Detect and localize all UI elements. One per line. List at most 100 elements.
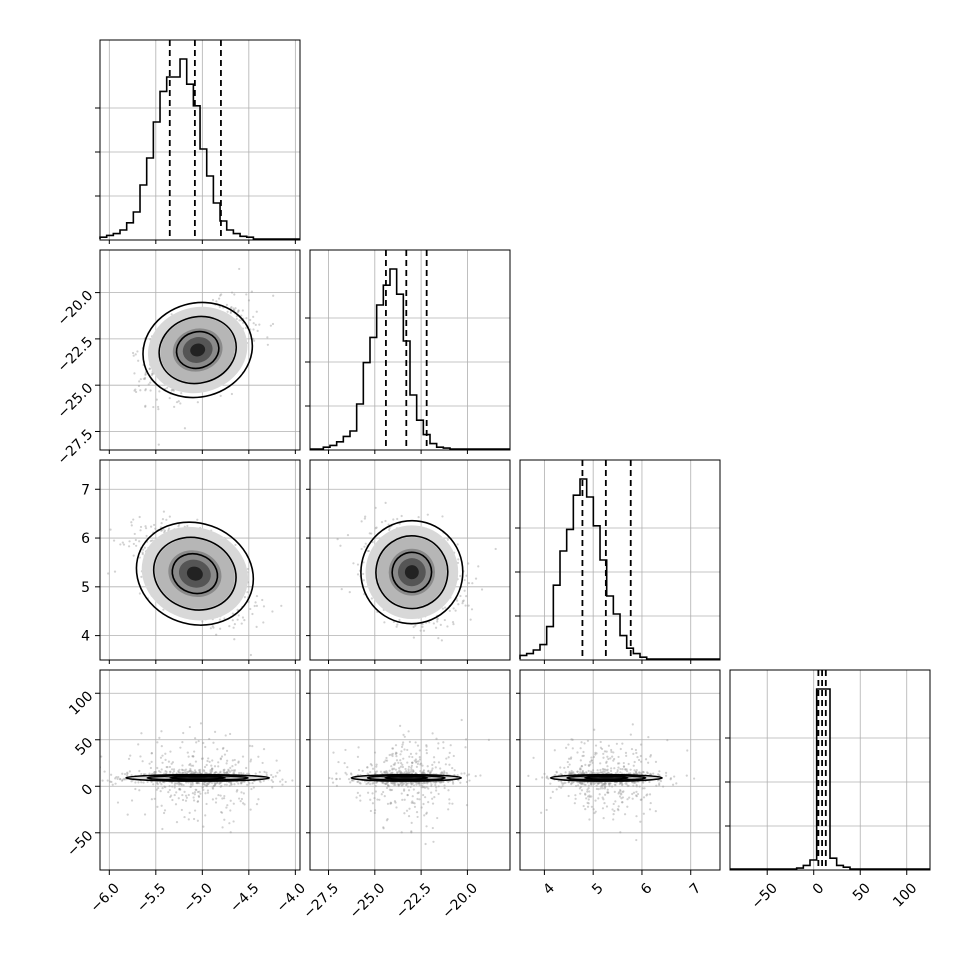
sample-point — [427, 801, 430, 804]
sample-point — [390, 802, 393, 805]
sample-point — [617, 792, 620, 795]
sample-point — [193, 750, 196, 753]
sample-point — [387, 784, 390, 788]
sample-point — [208, 781, 211, 784]
sample-point — [384, 772, 387, 775]
sample-point — [217, 761, 220, 764]
contour-line — [146, 774, 249, 781]
sample-point — [356, 755, 360, 758]
sample-point — [160, 783, 163, 786]
sample-point — [408, 740, 412, 743]
sample-point — [456, 561, 460, 564]
contour-line — [375, 535, 449, 610]
sample-point — [409, 752, 413, 755]
sample-point — [604, 768, 607, 771]
sample-point — [189, 767, 192, 771]
sample-point — [276, 771, 279, 774]
sample-point — [217, 793, 220, 797]
sample-point — [280, 604, 283, 607]
sample-point — [205, 783, 209, 786]
sample-point — [335, 784, 339, 787]
sample-point — [160, 529, 163, 532]
sample-point — [471, 582, 474, 585]
joint-panel-2 — [309, 459, 511, 661]
sample-point — [467, 581, 471, 585]
sample-point — [150, 752, 153, 755]
sample-point — [407, 771, 410, 775]
sample-point — [465, 804, 469, 807]
sample-point — [191, 755, 194, 758]
sample-point — [403, 788, 406, 791]
sample-point — [421, 625, 424, 628]
sample-point — [229, 311, 232, 315]
sample-point — [254, 601, 257, 604]
sample-point — [222, 768, 225, 772]
sample-point — [394, 744, 398, 747]
sample-point — [204, 814, 207, 817]
sample-point — [205, 802, 208, 806]
sample-point — [619, 788, 622, 792]
sample-point — [148, 367, 151, 370]
sample-point — [209, 769, 212, 772]
sample-point — [452, 623, 455, 626]
sample-point — [447, 756, 450, 759]
sample-point — [579, 767, 582, 770]
sample-point — [143, 813, 147, 816]
sample-point — [420, 762, 423, 765]
sample-point — [406, 761, 409, 764]
sample-point — [157, 408, 160, 411]
sample-point — [129, 754, 132, 757]
sample-point — [274, 775, 277, 778]
sample-point — [169, 770, 172, 773]
sample-point — [249, 808, 252, 811]
sample-point — [393, 781, 396, 785]
sample-point — [148, 367, 151, 370]
sample-point — [570, 756, 573, 759]
sample-point — [188, 725, 191, 729]
sample-point — [397, 770, 400, 773]
sample-point — [409, 770, 413, 773]
sample-point — [561, 782, 564, 786]
sample-point — [214, 770, 217, 774]
sample-point — [251, 612, 254, 616]
sample-point — [229, 310, 233, 313]
sample-point — [153, 523, 156, 527]
sample-point — [119, 777, 122, 781]
sample-point — [369, 798, 372, 801]
sample-point — [467, 773, 471, 776]
sample-point — [346, 766, 349, 769]
sample-point — [603, 750, 607, 753]
sample-point — [385, 770, 388, 773]
sample-point — [395, 755, 398, 758]
sample-point — [255, 310, 258, 313]
sample-point — [206, 781, 209, 785]
sample-point — [358, 794, 362, 797]
contour-line — [158, 315, 237, 385]
sample-point — [242, 772, 245, 775]
sample-point — [479, 774, 482, 777]
sample-point — [222, 770, 225, 773]
sample-point — [555, 770, 558, 773]
sample-point — [201, 757, 204, 760]
sample-point — [434, 626, 438, 629]
sample-point — [425, 812, 428, 815]
sample-point — [255, 803, 259, 806]
sample-point — [666, 739, 669, 742]
sample-point — [237, 309, 240, 312]
sample-point — [226, 310, 229, 313]
sample-point — [399, 770, 402, 773]
sample-point — [132, 518, 135, 521]
sample-point — [225, 771, 228, 774]
sample-point — [188, 770, 191, 773]
sample-point — [173, 783, 176, 787]
sample-point — [134, 538, 137, 542]
sample-point — [225, 303, 229, 306]
sample-point — [165, 770, 168, 774]
sample-point — [228, 625, 231, 628]
sample-point — [418, 756, 421, 759]
sample-point — [250, 787, 253, 791]
sample-point — [425, 752, 428, 755]
sample-point — [559, 772, 562, 776]
sample-point — [416, 815, 419, 819]
sample-point — [223, 771, 226, 774]
